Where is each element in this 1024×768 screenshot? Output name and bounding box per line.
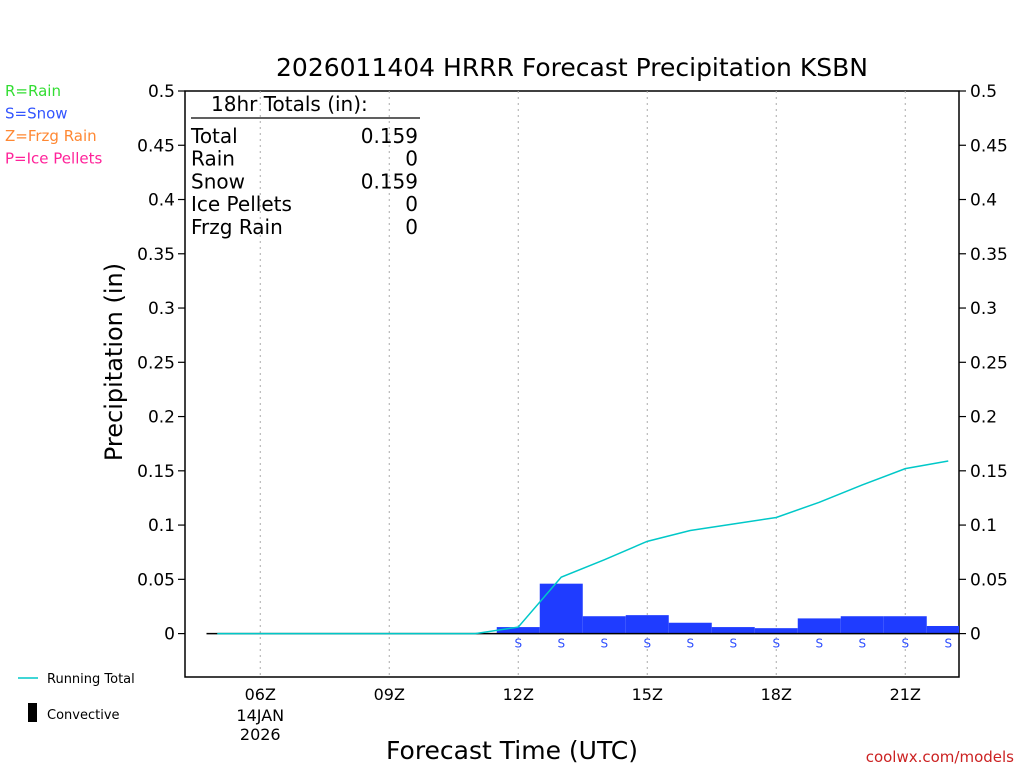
running-total-layer [217, 460, 949, 635]
ptype-marker: S [600, 637, 608, 651]
y-tick-label-left: 0.35 [137, 245, 175, 265]
y-tick-label-left: 0.15 [137, 462, 175, 482]
convective-legend-swatch [28, 703, 37, 722]
y-tick-label-left: 0.1 [148, 516, 175, 536]
ptype-marker: S [944, 637, 952, 651]
ptype-marker: S [729, 637, 737, 651]
snow-bar [840, 616, 884, 634]
ptype-marker: S [815, 637, 823, 651]
totals-row-label: Frzg Rain [191, 215, 283, 239]
totals-rows: Total 0.159 Rain 0 Snow 0.159 Ice Pellets 0 Frzg… [190, 124, 418, 239]
totals-row-value: 0.159 [361, 169, 418, 193]
ptype-legend-item: R=Rain [5, 82, 61, 100]
ptype-marker: S [772, 637, 780, 651]
snow-bar [711, 627, 755, 634]
x-tick-label: 15Z [632, 685, 663, 704]
totals-row-label: Snow [191, 169, 245, 193]
x-tick-year: 2026 [240, 725, 281, 744]
snow-bar [582, 616, 626, 634]
plot-frame [184, 90, 960, 678]
running-total-legend-label: Running Total [47, 672, 135, 687]
totals-row-value: 0 [405, 192, 418, 216]
y-tick-label-right: 0.05 [970, 570, 1008, 590]
x-tick-label: 18Z [761, 685, 792, 704]
ptype-marker: S [858, 637, 866, 651]
running-total-line [217, 460, 949, 635]
convective-legend-label: Convective [47, 708, 120, 723]
ptype-marker: S [514, 637, 522, 651]
ptype-marker: S [901, 637, 909, 651]
snow-bar [926, 625, 959, 634]
ptype-legend: R=Rain S=Snow Z=Frzg Rain P=Ice Pellets [5, 82, 102, 168]
y-tick-label-left: 0.5 [148, 82, 175, 102]
snow-bar [754, 628, 798, 634]
snow-bar [668, 622, 712, 634]
x-tick-label: 06Z [245, 685, 276, 704]
y-tick-label-right: 0.15 [970, 462, 1008, 482]
totals-row-label: Rain [191, 147, 235, 171]
x-tick-label: 21Z [890, 685, 921, 704]
y-tick-label-right: 0.2 [970, 408, 997, 428]
snow-bar [625, 615, 669, 634]
y-tick-label-right: 0.5 [970, 82, 997, 102]
grid-layer [259, 91, 906, 677]
y-tick-label-left: 0.4 [148, 191, 175, 211]
y-tick-label-right: 0.35 [970, 245, 1008, 265]
bar-layer [496, 583, 959, 634]
totals-row-label: Total [190, 124, 238, 148]
y-tick-label-right: 0.45 [970, 136, 1008, 156]
totals-row-label: Ice Pellets [191, 192, 292, 216]
snow-bar [496, 627, 540, 634]
x-tick-label: 09Z [374, 685, 405, 704]
y-tick-label-right: 0.25 [970, 353, 1008, 373]
y-tick-label-right: 0.1 [970, 516, 997, 536]
y-tick-label-right: 0.3 [970, 299, 997, 319]
y-tick-label-left: 0.25 [137, 353, 175, 373]
ptype-marker: S [643, 637, 651, 651]
ptype-legend-item: P=Ice Pellets [5, 150, 102, 168]
snow-bar [797, 618, 841, 634]
ptype-legend-item: Z=Frzg Rain [5, 127, 97, 145]
totals-box: 18hr Totals (in): Total 0.159 Rain 0 Snow 0.1… [190, 92, 420, 239]
chart-title: 2026011404 HRRR Forecast Precipitation K… [276, 53, 868, 82]
y-tick-label-left: 0.3 [148, 299, 175, 319]
totals-row-value: 0 [405, 147, 418, 171]
y-tick-label-left: 0 [164, 625, 175, 645]
y-axis-ticks: 0 00.05 0.050.1 0.10.15 0.150.2 0.20.25 0.250.… [137, 82, 1008, 645]
totals-row-value: 0 [405, 215, 418, 239]
snow-bar [883, 616, 927, 634]
y-tick-label-right: 0.4 [970, 191, 997, 211]
y-tick-label-left: 0.45 [137, 136, 175, 156]
x-tick-label: 12Z [503, 685, 534, 704]
chart-legend: Running Total Convective [18, 672, 135, 723]
ptype-marker: S [557, 637, 565, 651]
ptype-marker: S [686, 637, 694, 651]
y-tick-label-left: 0.05 [137, 570, 175, 590]
snow-bar [539, 583, 583, 634]
y-axis-title: Precipitation (in) [100, 263, 128, 461]
credit-text: coolwx.com/models [866, 748, 1014, 766]
totals-row-value: 0.159 [361, 124, 418, 148]
x-tick-date: 14JAN [236, 706, 284, 725]
y-tick-label-right: 0 [970, 625, 981, 645]
y-tick-label-left: 0.2 [148, 408, 175, 428]
totals-header: 18hr Totals (in): [211, 92, 368, 116]
ptype-legend-item: S=Snow [5, 105, 68, 123]
x-axis-title: Forecast Time (UTC) [386, 736, 638, 765]
